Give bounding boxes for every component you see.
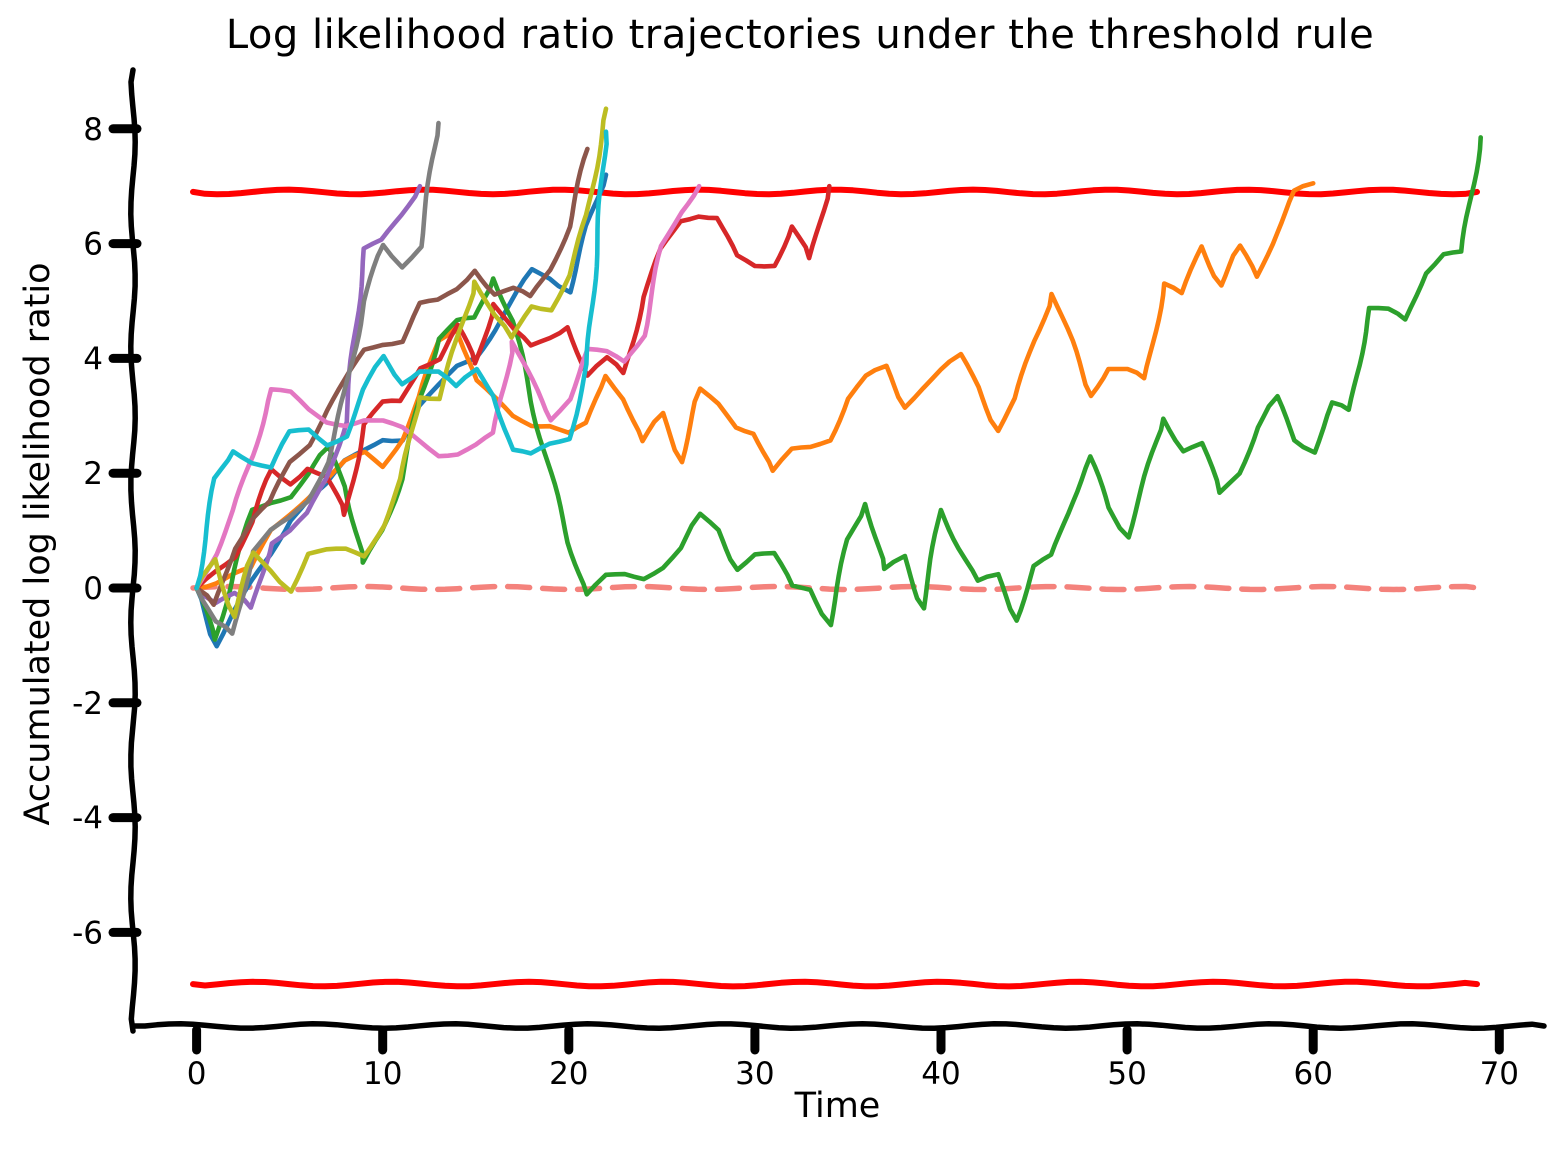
series-trajectory-5-purple <box>194 183 423 610</box>
lower-threshold-line <box>190 978 1480 990</box>
series-trajectory-6-brown <box>194 146 590 607</box>
y-tick-label: 6 <box>83 227 103 263</box>
series-trajectory-9-olive <box>194 106 609 620</box>
y-axis-spine <box>128 67 138 1034</box>
x-tick-label: 10 <box>363 1056 402 1092</box>
series-trajectory-7-pink <box>194 183 702 591</box>
series-trajectory-2-orange <box>194 181 1316 591</box>
y-tick-label: 2 <box>83 456 103 492</box>
x-tick-label: 40 <box>921 1056 960 1092</box>
series-trajectory-3-green <box>194 135 1483 642</box>
x-tick-label: 20 <box>549 1056 588 1092</box>
y-axis-label: Accumulated log likelihood ratio <box>18 262 58 826</box>
x-tick-label: 0 <box>187 1056 207 1092</box>
x-axis-label: Time <box>794 1086 881 1126</box>
series-trajectory-8-gray <box>194 120 441 636</box>
y-tick-label: 8 <box>83 112 103 148</box>
chart-title: Log likelihood ratio trajectories under … <box>225 12 1375 58</box>
y-tick-label: 4 <box>83 341 103 377</box>
y-tick-label: -4 <box>72 801 103 837</box>
y-tick-label: 0 <box>83 571 103 607</box>
x-tick-label: 70 <box>1480 1056 1519 1092</box>
series-trajectory-10-cyan <box>194 129 609 591</box>
x-tick-label: 30 <box>735 1056 774 1092</box>
y-tick-label: -6 <box>72 915 103 951</box>
x-tick-label: 50 <box>1107 1056 1146 1092</box>
x-tick-label: 60 <box>1293 1056 1332 1092</box>
x-axis-spine <box>130 1021 1547 1031</box>
y-tick-label: -2 <box>72 686 103 722</box>
upper-threshold-line <box>190 186 1480 198</box>
